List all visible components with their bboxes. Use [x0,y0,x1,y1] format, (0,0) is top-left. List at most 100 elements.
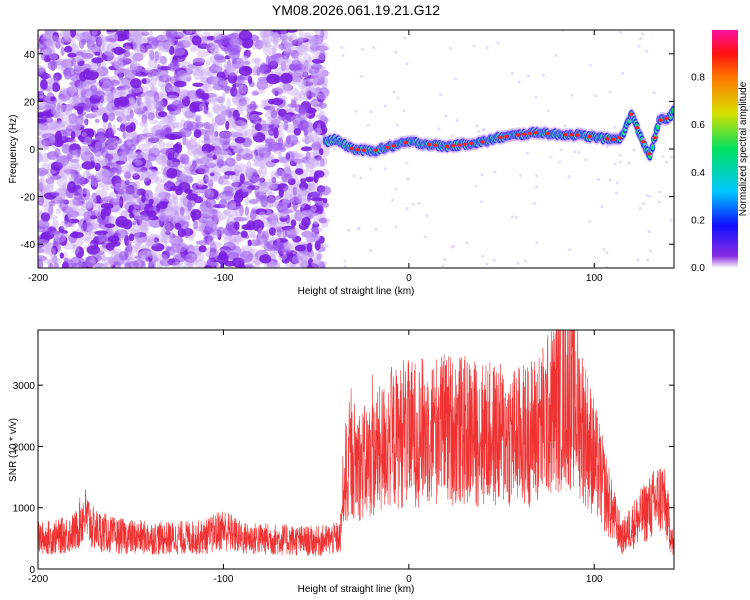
noise-cell [38,102,52,112]
noise-cell [268,220,280,228]
noise-cell [193,220,199,230]
noise-cell [227,199,241,210]
noise-cell [90,215,98,220]
noise-cell [310,227,324,233]
noise-cell [144,177,152,186]
noise-cell [215,34,229,46]
noise-cell [308,79,317,84]
noise-cell [516,261,520,265]
noise-cell [534,96,538,99]
noise-cell [75,153,80,165]
noise-cell [127,207,138,214]
noise-cell [94,51,101,56]
noise-cell [59,199,69,211]
noise-cell [372,46,375,49]
noise-cell [214,215,219,225]
noise-cell [82,202,96,209]
noise-cell [184,138,189,147]
noise-cell [138,135,145,143]
noise-cell [134,255,148,260]
noise-cell [249,113,261,121]
noise-cell [162,71,168,81]
noise-cell [227,32,242,45]
noise-cell [137,197,143,204]
y-tick-label: 3000 [13,381,36,392]
noise-cell [216,226,225,235]
noise-cell [263,30,273,38]
noise-cell [300,209,314,220]
noise-cell [174,222,182,230]
noise-cell [280,72,293,84]
noise-cell [55,40,61,49]
noise-cell [186,142,194,151]
noise-cell [259,32,267,39]
noise-cell [130,34,142,46]
noise-cell [118,144,131,156]
noise-cell [92,178,106,188]
noise-cell [145,99,159,111]
ridge-peak [361,148,367,152]
noise-cell [158,140,166,150]
noise-cell [256,77,267,84]
noise-cell [283,255,289,261]
noise-cell [305,176,314,183]
noise-cell [296,44,309,56]
noise-cell [161,156,167,166]
noise-cell [38,71,45,76]
noise-cell [312,120,326,133]
noise-cell [38,138,46,149]
noise-cell [233,169,240,177]
noise-cell [233,216,248,222]
noise-cell [80,145,95,151]
noise-cell [306,242,313,253]
noise-cell [119,60,129,66]
noise-cell [139,43,153,50]
noise-cell [245,168,258,179]
noise-cell [175,188,183,196]
noise-cell [221,92,226,103]
noise-cell [133,203,146,210]
noise-cell [149,30,153,40]
noise-cell [517,80,521,84]
noise-cell [145,92,155,98]
noise-cell [70,164,83,172]
noise-cell [77,85,87,92]
noise-cell [280,60,286,72]
noise-cell [554,53,558,57]
noise-cell [312,217,319,225]
noise-cell [294,69,303,77]
noise-cell [257,194,267,200]
noise-cell [38,150,41,160]
noise-cell [179,195,188,203]
noise-cell [477,130,480,133]
y-tick-label: 0 [29,145,35,156]
noise-cell [205,197,217,209]
noise-cell [128,233,135,242]
snr-line [38,330,674,557]
noise-cell [107,53,116,64]
noise-cell [41,249,51,254]
noise-cell [485,262,489,266]
noise-cell [150,77,158,86]
noise-cell [60,220,69,230]
noise-cell [304,136,310,145]
noise-cell [354,109,358,113]
noise-cell [138,221,151,227]
noise-cell [187,30,202,33]
noise-cell [238,30,253,42]
noise-cell [274,172,281,177]
noise-cell [61,230,68,235]
noise-cell [111,124,117,136]
noise-cell [140,222,148,235]
noise-cell [251,91,259,96]
noise-cell [193,57,206,65]
noise-cell [71,262,82,268]
noise-cell [307,92,316,98]
noise-cell [74,66,87,71]
noise-cell [403,36,407,40]
noise-cell [161,231,173,244]
noise-cell [289,64,300,73]
noise-cell [76,148,81,158]
noise-cell [121,196,132,203]
